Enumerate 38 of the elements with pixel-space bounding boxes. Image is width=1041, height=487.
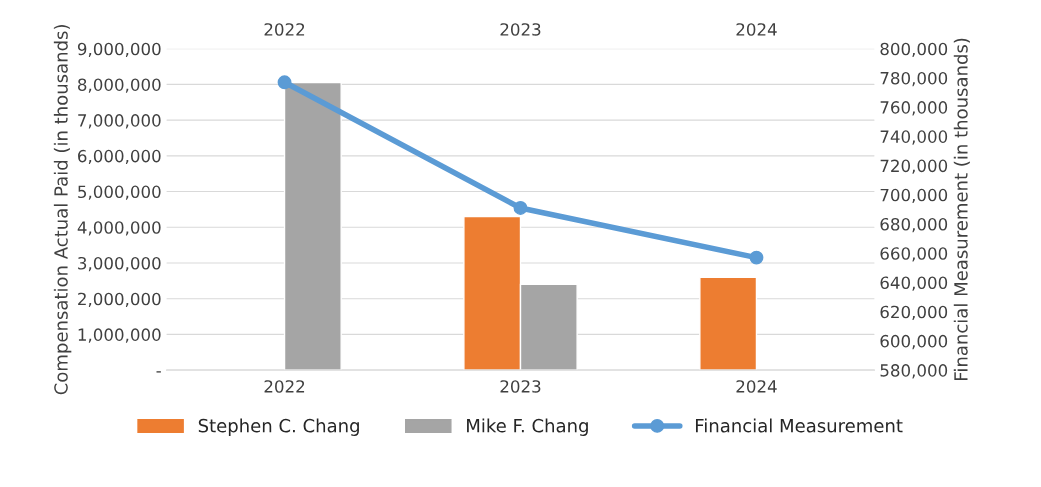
y2-tick-label: 800,000 bbox=[880, 42, 948, 57]
category-label: 2022 bbox=[264, 23, 305, 36]
point bbox=[749, 250, 764, 265]
y-tick-label: 6,000,000 bbox=[78, 149, 161, 165]
y-tick-label: 9,000,000 bbox=[77, 42, 161, 57]
y2-tick-label: 580,000 bbox=[880, 364, 948, 379]
bar bbox=[699, 276, 758, 371]
y2-tick-label: 740,000 bbox=[880, 130, 948, 145]
y2-tick-label: 680,000 bbox=[880, 217, 948, 233]
y2-tick-label: 620,000 bbox=[880, 305, 948, 320]
y2-tick-label: 600,000 bbox=[880, 334, 948, 350]
y2-tick-label: 660,000 bbox=[880, 247, 948, 262]
y2-tick-label: 720,000 bbox=[880, 159, 948, 174]
y2-tick-label: 700,000 bbox=[880, 188, 948, 204]
y-tick-label: 4,000,000 bbox=[77, 221, 161, 236]
y-tick-label: 1,000,000 bbox=[78, 328, 161, 343]
y2-tick-label: 760,000 bbox=[880, 101, 948, 116]
category-label: 2023 bbox=[500, 23, 541, 36]
point bbox=[513, 201, 528, 215]
y2-axis-title: Financial Measurement (in thousands) bbox=[953, 38, 970, 380]
x-tick-label: 2024 bbox=[736, 380, 777, 393]
point bbox=[277, 75, 292, 90]
y-tick-label: 5,000,000 bbox=[78, 185, 161, 200]
y-tick-label: 3,000,000 bbox=[78, 256, 161, 272]
y-tick-label: 2,000,000 bbox=[78, 292, 161, 307]
legend-label: Stephen C. Chang bbox=[198, 418, 359, 436]
y2-tick-label: 780,000 bbox=[880, 71, 948, 87]
x-tick-label: 2022 bbox=[264, 380, 305, 393]
y-tick-label: 8,000,000 bbox=[78, 78, 161, 93]
x-tick-label: 2023 bbox=[500, 380, 541, 393]
y-tick-label: 7,000,000 bbox=[78, 114, 161, 129]
bar bbox=[283, 81, 342, 371]
y-tick-label: - bbox=[156, 371, 161, 373]
y2-tick-label: 640,000 bbox=[880, 276, 948, 291]
legend-label: Financial Measurement bbox=[695, 418, 903, 433]
y-axis-title: Compensation Actual Paid (in thousands) bbox=[53, 25, 72, 395]
legend-label: Mike F. Chang bbox=[467, 418, 588, 436]
category-label: 2024 bbox=[736, 23, 777, 36]
